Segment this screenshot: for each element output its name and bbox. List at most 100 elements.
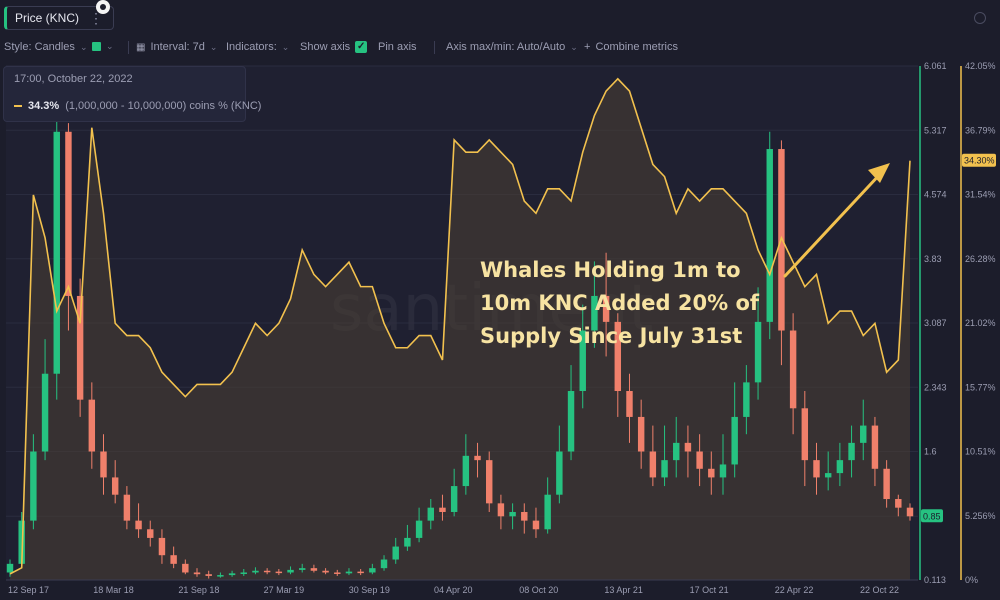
candle[interactable] (883, 460, 890, 508)
candle[interactable] (637, 399, 645, 469)
candle[interactable] (860, 399, 867, 461)
candle[interactable] (719, 434, 727, 495)
candle[interactable] (824, 451, 832, 491)
candle[interactable] (801, 391, 809, 487)
metric-selector[interactable]: Price (KNC) ⋮ (4, 6, 115, 30)
candle[interactable] (684, 425, 692, 478)
candle[interactable] (696, 434, 703, 487)
current-pct-badge (962, 153, 996, 167)
candle[interactable] (649, 425, 657, 487)
candle[interactable] (298, 563, 306, 573)
candle[interactable] (626, 373, 633, 443)
candle[interactable] (135, 503, 142, 538)
metric-badge-icon[interactable] (96, 0, 110, 14)
candle-body (275, 571, 283, 574)
candle[interactable] (263, 568, 271, 575)
candle[interactable] (661, 425, 668, 487)
candle[interactable] (486, 451, 493, 512)
candle[interactable] (743, 365, 750, 435)
candle[interactable] (88, 382, 96, 469)
candle[interactable] (404, 524, 411, 551)
candle[interactable] (813, 442, 820, 495)
candle[interactable] (123, 486, 131, 530)
x-tick-label: 18 Mar 18 (93, 585, 134, 595)
candle[interactable] (521, 503, 528, 534)
show-axis-toggle[interactable]: Show axis ✓ (300, 41, 368, 53)
candle[interactable] (556, 425, 563, 504)
candle[interactable] (567, 365, 575, 461)
candle[interactable] (906, 503, 914, 521)
candle[interactable] (673, 416, 680, 478)
candle[interactable] (65, 123, 72, 331)
axis-minmax-dropdown[interactable]: Axis max/min: Auto/Auto ⌄ (446, 41, 578, 53)
candle[interactable] (836, 442, 844, 487)
candle-body (427, 507, 434, 521)
color-picker[interactable]: ⌄ (92, 41, 114, 52)
candle[interactable] (252, 567, 259, 575)
candle[interactable] (41, 339, 49, 461)
candle[interactable] (30, 434, 37, 530)
style-dropdown[interactable]: Style: Candles ⌄ (4, 41, 88, 53)
candle[interactable] (895, 494, 902, 517)
candle[interactable] (158, 529, 166, 564)
candle-body (41, 373, 49, 452)
candle[interactable] (848, 425, 855, 478)
candle[interactable] (754, 287, 762, 400)
candle[interactable] (205, 570, 212, 579)
candle[interactable] (193, 568, 201, 577)
candle[interactable] (357, 569, 364, 576)
checkbox-checked-icon[interactable]: ✓ (355, 41, 368, 53)
candle[interactable] (100, 434, 107, 495)
candle-body (626, 391, 633, 417)
candle[interactable] (731, 382, 738, 478)
candle[interactable] (228, 570, 236, 577)
candle[interactable] (182, 559, 189, 575)
candle[interactable] (462, 434, 470, 495)
candle[interactable] (111, 460, 119, 504)
candle[interactable] (380, 555, 388, 571)
pin-axis-toggle[interactable]: Pin axis (378, 41, 417, 53)
candle[interactable] (439, 494, 446, 521)
candle[interactable] (76, 278, 84, 417)
x-tick-label: 13 Apr 21 (604, 585, 643, 595)
candle[interactable] (334, 569, 341, 576)
candle[interactable] (275, 569, 283, 576)
candle[interactable] (871, 416, 879, 487)
candle[interactable] (427, 499, 434, 530)
candle[interactable] (345, 568, 353, 576)
candle[interactable] (6, 559, 14, 577)
candle[interactable] (170, 546, 177, 569)
legend-date: 17:00, October 22, 2022 (14, 73, 133, 85)
candle[interactable] (789, 313, 797, 435)
candle[interactable] (766, 131, 773, 340)
candle[interactable] (579, 304, 586, 409)
candle[interactable] (147, 520, 154, 547)
series-line[interactable] (9, 77, 911, 575)
candle[interactable] (602, 252, 610, 357)
candle[interactable] (240, 569, 247, 576)
candle[interactable] (509, 503, 516, 530)
candle[interactable] (415, 507, 423, 543)
candle[interactable] (310, 564, 318, 573)
candle[interactable] (322, 568, 329, 575)
chart-options-icon[interactable] (974, 12, 986, 24)
candle[interactable] (532, 507, 540, 538)
candle[interactable] (591, 261, 598, 348)
candle[interactable] (614, 313, 622, 417)
interval-dropdown[interactable]: ▦ Interval: 7d ⌄ (136, 41, 218, 53)
candle[interactable] (53, 105, 60, 400)
candle[interactable] (497, 494, 505, 530)
candle-body (252, 570, 259, 573)
candle[interactable] (287, 566, 294, 575)
candle[interactable] (392, 537, 399, 564)
candle[interactable] (544, 477, 551, 534)
combine-metrics-button[interactable]: + Combine metrics (584, 41, 678, 53)
chevron-down-icon: ⌄ (570, 41, 578, 52)
candle[interactable] (708, 451, 715, 495)
candle[interactable] (217, 572, 224, 578)
indicators-dropdown[interactable]: Indicators: ⌄ (226, 41, 290, 53)
candle[interactable] (450, 468, 458, 517)
candle[interactable] (474, 442, 481, 478)
candle[interactable] (369, 563, 376, 575)
